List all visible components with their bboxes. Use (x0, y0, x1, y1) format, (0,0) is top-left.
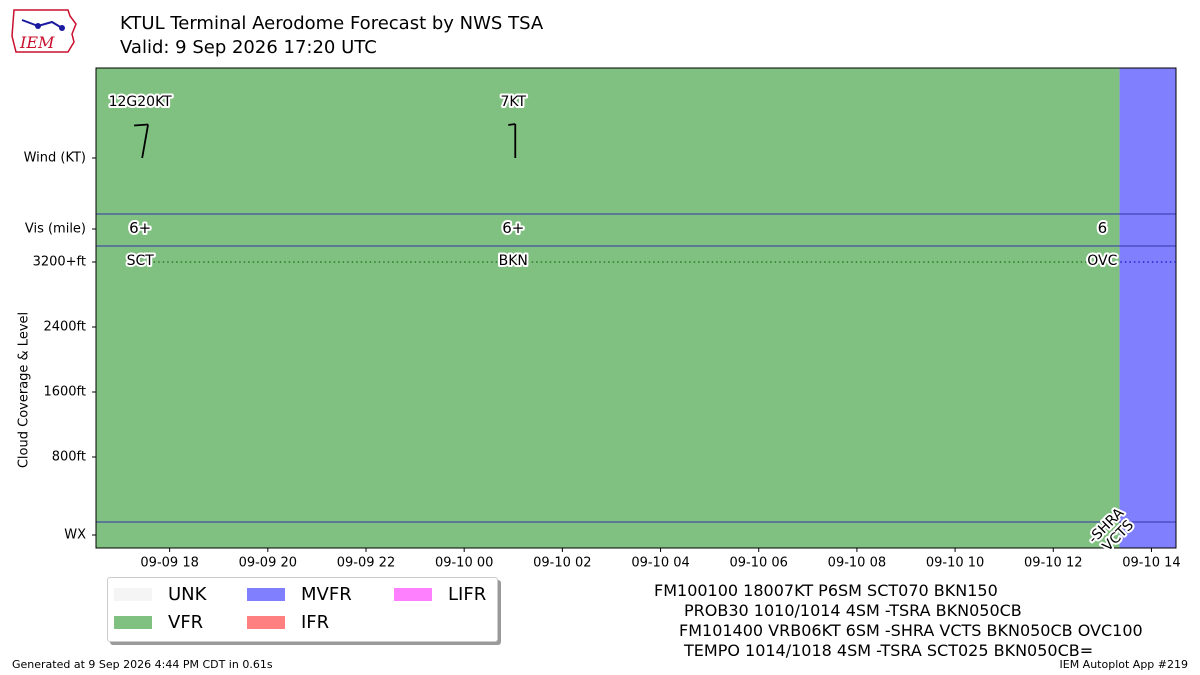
ylabel-wx: WX (64, 528, 86, 543)
xtick-label-2: 09-09 22 (337, 556, 395, 571)
legend-label-mvfr: MVFR (301, 584, 352, 605)
cloud-label-1: BKN (499, 253, 528, 269)
xtick-label-3: 09-10 00 (435, 556, 493, 571)
vis-label-1: 6+ (502, 219, 524, 237)
plot-frame (95, 67, 1177, 549)
xtick-label-0: 09-09 18 (140, 556, 198, 571)
legend-swatch-lifr (394, 588, 432, 601)
wind-barb-1 (508, 123, 517, 158)
legend: UNK VFR MVFR IFR LIFR (107, 577, 498, 642)
iowa-map-icon: IEM (11, 9, 77, 53)
period-band-mvfr-1 (1119, 68, 1176, 548)
wind-label-1: 7KT (500, 94, 526, 110)
chart-title: KTUL Terminal Aerodome Forecast by NWS T… (120, 13, 544, 34)
legend-label-unk: UNK (168, 584, 207, 605)
legend-item-lifr: LIFR (394, 584, 486, 605)
vis-label-2: 6 (1098, 219, 1108, 237)
legend-item-vfr: VFR (114, 612, 203, 633)
ytick-1600: 1600ft (43, 385, 86, 400)
taf-line-2: PROB30 1010/1014 4SM -TSRA BKN050CB (684, 601, 1022, 620)
taf-line-1: FM100100 18007KT P6SM SCT070 BKN150 (654, 581, 998, 600)
ylabel-wind: Wind (KT) (24, 151, 86, 166)
legend-item-unk: UNK (114, 584, 206, 605)
xtick-label-10: 09-10 14 (1122, 556, 1180, 571)
taf-line-4: TEMPO 1014/1018 4SM -TSRA SCT025 BKN050C… (684, 641, 1094, 660)
taf-line-3: FM101400 VRB06KT 6SM -SHRA VCTS BKN050CB… (679, 621, 1143, 640)
legend-swatch-ifr (247, 616, 285, 629)
ylabel-vis: Vis (mile) (25, 222, 86, 237)
logo-text: IEM (19, 33, 55, 52)
xtick-label-5: 09-10 04 (631, 556, 689, 571)
footer-generated: Generated at 9 Sep 2026 4:44 PM CDT in 0… (12, 658, 273, 671)
xtick-label-9: 09-10 12 (1024, 556, 1082, 571)
ytick-2400: 2400ft (43, 320, 86, 335)
legend-swatch-vfr (114, 616, 152, 629)
xtick-label-7: 09-10 08 (828, 556, 886, 571)
legend-label-vfr: VFR (168, 612, 204, 633)
xtick-label-4: 09-10 02 (533, 556, 591, 571)
legend-item-mvfr: MVFR (247, 584, 352, 605)
legend-swatch-mvfr (247, 588, 285, 601)
ytick-3200: 3200+ft (33, 255, 86, 270)
iem-logo[interactable]: IEM (8, 6, 80, 58)
wind-label-0: 12G20KT (109, 94, 173, 110)
y-axis-title: Cloud Coverage & Level (17, 312, 32, 468)
xtick-label-6: 09-10 06 (730, 556, 788, 571)
xtick-label-8: 09-10 10 (926, 556, 984, 571)
cloud-label-0: SCT (127, 253, 155, 269)
footer-app: IEM Autoplot App #219 (1059, 658, 1189, 671)
wind-barb-0 (134, 123, 149, 159)
chart-subtitle: Valid: 9 Sep 2026 17:20 UTC (120, 37, 377, 58)
xtick-label-1: 09-09 20 (239, 556, 297, 571)
period-band-vfr-0 (96, 68, 1120, 548)
vis-label-0: 6+ (129, 219, 151, 237)
legend-item-ifr: IFR (247, 612, 329, 633)
ytick-800: 800ft (52, 450, 86, 465)
legend-swatch-unk (114, 588, 152, 601)
legend-label-ifr: IFR (301, 612, 330, 633)
legend-label-lifr: LIFR (448, 584, 487, 605)
cloud-label-2: OVC (1087, 253, 1117, 269)
